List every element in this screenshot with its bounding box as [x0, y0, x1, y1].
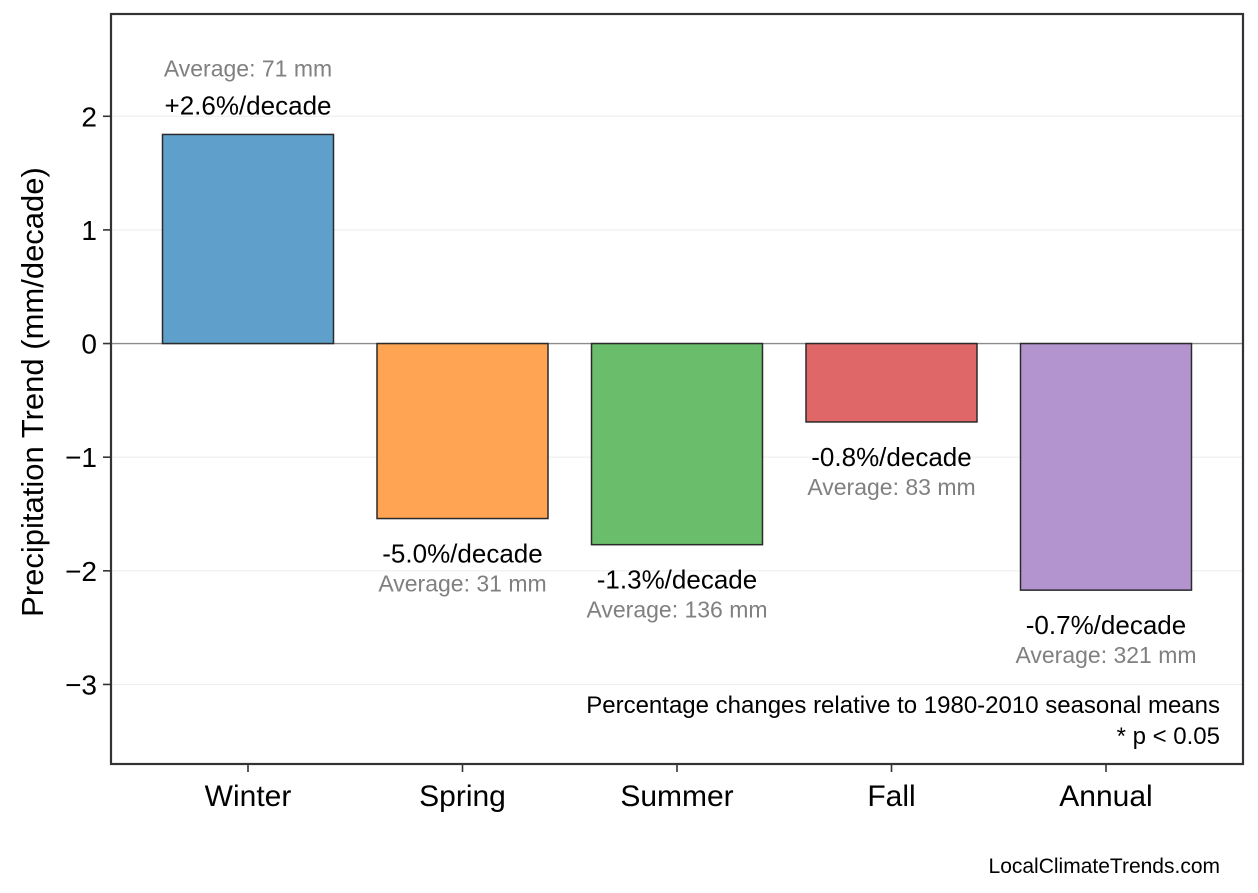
pct-label: -1.3%/decade [597, 565, 757, 595]
y-axis: 2 1 0 −1 −2 −3 [65, 101, 111, 700]
x-axis: Winter Spring Summer Fall Annual [205, 764, 1153, 813]
bars [161, 133, 1193, 591]
y-axis-label: Precipitation Trend (mm/decade) [15, 167, 50, 617]
pct-label: +2.6%/decade [165, 90, 332, 120]
x-tick-label: Fall [867, 780, 915, 813]
average-label: Average: 83 mm [807, 474, 975, 500]
pct-label: -0.7%/decade [1026, 610, 1186, 640]
x-tick-label: Spring [419, 780, 506, 813]
bar-winter [161, 133, 335, 345]
average-label: Average: 321 mm [1015, 642, 1196, 668]
y-tick-label: 1 [81, 215, 97, 246]
note-line-1: Percentage changes relative to 1980-2010… [586, 692, 1220, 719]
y-tick-label: 2 [81, 101, 97, 132]
average-label: Average: 136 mm [586, 597, 767, 623]
x-tick-label: Winter [205, 780, 292, 813]
y-tick-label: 0 [81, 329, 97, 360]
average-label: Average: 71 mm [164, 55, 332, 81]
average-label: Average: 31 mm [378, 571, 546, 597]
y-tick-label: −2 [65, 556, 97, 587]
y-tick-label: −1 [65, 442, 97, 473]
x-tick-label: Summer [620, 780, 733, 813]
note-line-2: * p < 0.05 [1117, 723, 1220, 750]
bar-spring [376, 342, 549, 520]
bar-summer [590, 342, 764, 546]
pct-label: -5.0%/decade [382, 539, 542, 569]
y-tick-label: −3 [65, 669, 97, 700]
bar-fall [805, 342, 978, 423]
x-tick-label: Annual [1059, 780, 1152, 813]
credit-text: LocalClimateTrends.com [989, 855, 1220, 878]
pct-label: -0.8%/decade [811, 442, 971, 472]
bar-annual [1019, 342, 1193, 591]
